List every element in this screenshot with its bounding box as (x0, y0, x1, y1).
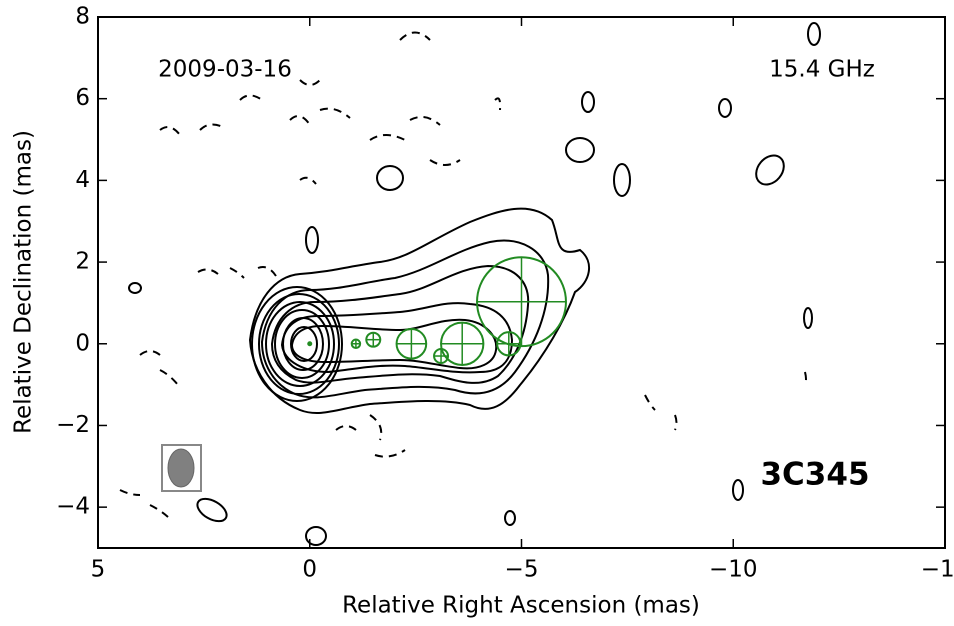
contour (808, 23, 820, 45)
contour (582, 92, 594, 112)
contour (505, 511, 515, 525)
y-tick-label: −4 (56, 494, 90, 520)
y-tick-label: 2 (75, 249, 90, 275)
x-axis-label: Relative Right Ascension (mas) (342, 593, 700, 619)
contour (719, 99, 731, 117)
contour (566, 138, 594, 162)
x-tick-label: 0 (302, 557, 317, 583)
beam (168, 449, 194, 487)
contour (804, 308, 812, 328)
y-tick-label: 8 (75, 4, 90, 30)
x-tick-label: −15 (921, 557, 954, 583)
contour (129, 283, 141, 293)
y-tick-label: −2 (56, 412, 90, 438)
y-tick-label: 6 (75, 85, 90, 111)
contour (751, 150, 790, 190)
x-tick-label: −5 (505, 557, 539, 583)
contour (291, 327, 317, 361)
y-tick-label: 4 (75, 167, 90, 193)
source-label: 3C345 (760, 457, 869, 493)
contour (194, 494, 231, 526)
y-axis-label: Relative Declination (mas) (11, 130, 37, 434)
chart: 2009-03-16 15.4 GHz 3C345 Relative Right… (0, 0, 954, 626)
contour (120, 33, 806, 518)
x-tick-label: 5 (91, 557, 106, 583)
component (307, 341, 312, 346)
contour (306, 227, 318, 253)
epoch-label: 2009-03-16 (158, 57, 292, 83)
contour (377, 166, 403, 190)
frequency-label: 15.4 GHz (769, 57, 875, 83)
contour (614, 164, 630, 196)
contour (733, 480, 743, 500)
y-tick-label: 0 (75, 330, 90, 356)
x-tick-label: −10 (709, 557, 758, 583)
contours (120, 23, 820, 545)
